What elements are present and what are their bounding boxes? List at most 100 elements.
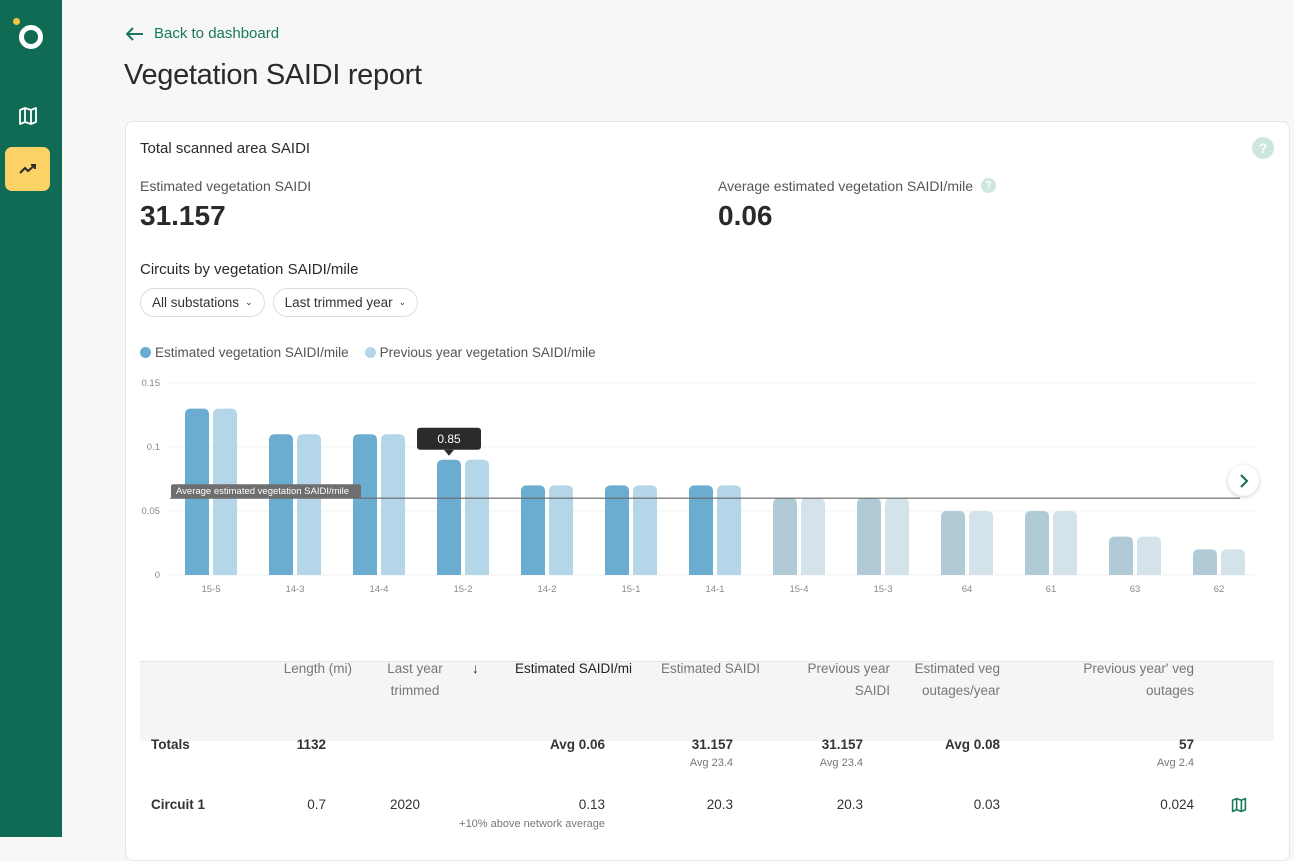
x-tick-label: 14-3 [285, 584, 304, 595]
average-line-label: Average estimated vegetation SAIDI/mile [176, 486, 349, 497]
bar[interactable] [1053, 511, 1077, 575]
x-tick-label: 14-1 [705, 584, 724, 595]
x-tick-label: 64 [962, 584, 973, 595]
cell-prev-outages: 0.024 [1160, 797, 1194, 812]
cell-prev-saidi: 20.3 [836, 797, 863, 812]
bar[interactable] [857, 498, 881, 575]
bar-chart: 0 0.05 0.1 0.15 15-5 14-3 14-4 15-2 14-2 15-1 14-1… [142, 378, 1258, 595]
metric-value: 0.06 [718, 200, 773, 231]
bar[interactable] [1025, 511, 1049, 575]
arrow-down-icon[interactable]: ↓ [472, 661, 479, 676]
x-tick-label: 15-3 [873, 584, 892, 595]
totals-est-outages: Avg 0.08 [944, 737, 1000, 752]
totals-sub: Avg 23.4 [689, 757, 733, 769]
cell-est-saidi: 20.3 [706, 797, 733, 812]
chevron-down-icon: ⌄ [398, 297, 407, 307]
bar[interactable] [297, 434, 321, 575]
x-tick-label: 15-5 [201, 584, 220, 595]
bar[interactable] [1109, 536, 1133, 575]
bar[interactable] [633, 485, 657, 575]
y-tick-label: 0.15 [142, 378, 161, 389]
cell-length: 0.7 [307, 797, 326, 812]
totals-sub: Avg 2.4 [1156, 757, 1194, 769]
back-to-dashboard-link[interactable]: Back to dashboard [126, 25, 279, 42]
bar[interactable] [269, 434, 293, 575]
column-header[interactable]: Length (mi) [283, 661, 352, 676]
bar[interactable] [689, 485, 713, 575]
metric-value: 31.157 [140, 200, 226, 231]
bar[interactable] [381, 434, 405, 575]
bar[interactable] [941, 511, 965, 575]
x-tick-label: 14-4 [369, 584, 388, 595]
substation-dropdown[interactable]: All substations ⌄ [140, 288, 265, 317]
totals-prev-saidi: 31.157 [821, 737, 863, 752]
circuit-name[interactable]: Circuit 1 [151, 797, 206, 812]
help-icon[interactable]: ? [1252, 137, 1274, 159]
bar[interactable] [801, 498, 825, 575]
dropdown-label: All substations [152, 295, 240, 310]
page-title: Vegetation SAIDI report [124, 59, 422, 91]
bar[interactable] [353, 434, 377, 575]
column-header[interactable]: Estimated SAIDI/mi [514, 661, 632, 676]
column-header[interactable]: Estimated SAIDI [660, 661, 760, 676]
totals-est-saidi-mi: Avg 0.06 [549, 737, 605, 752]
bar[interactable] [885, 498, 909, 575]
x-tick-label: 63 [1130, 584, 1141, 595]
legend-item[interactable]: Previous year vegetation SAIDI/mile [364, 345, 596, 360]
dropdown-label: Last trimmed year [284, 295, 393, 310]
totals-length: 1132 [296, 737, 326, 752]
chevron-right-icon [1239, 473, 1248, 488]
logo[interactable] [19, 25, 43, 49]
map-icon[interactable] [1231, 797, 1247, 818]
bar[interactable] [1137, 536, 1161, 575]
y-tick-label: 0.1 [147, 442, 160, 453]
cell-note: +10% above network average [459, 818, 605, 830]
cell-est-outages: 0.03 [973, 797, 1000, 812]
bar[interactable] [437, 459, 461, 575]
column-header[interactable]: Previous year' veg outages [1083, 661, 1194, 698]
arrow-left-icon [126, 26, 143, 41]
y-tick-label: 0 [155, 570, 160, 581]
chart-legend: Estimated vegetation SAIDI/mile Previous… [140, 345, 596, 360]
map-icon[interactable] [18, 106, 38, 126]
tooltip-pointer [444, 449, 454, 456]
x-tick-label: 15-1 [621, 584, 640, 595]
table-row[interactable] [140, 661, 1274, 741]
sidebar [0, 0, 62, 837]
bar[interactable] [549, 485, 573, 575]
card-title: Total scanned area SAIDI [140, 140, 311, 157]
tooltip-bg [417, 427, 481, 450]
totals-sub: Avg 23.4 [819, 757, 863, 769]
circuits-table: Length (mi) Last year trimmed ↓ Estimate… [125, 0, 1290, 837]
bar[interactable] [1193, 549, 1217, 575]
cell-est-saidi-mi: 0.13 [578, 797, 605, 812]
legend-item[interactable]: Estimated vegetation SAIDI/mile [140, 345, 349, 360]
bar[interactable] [969, 511, 993, 575]
tooltip-text: 0.85 [437, 432, 461, 446]
bar[interactable] [465, 459, 489, 575]
bar[interactable] [605, 485, 629, 575]
trending-up-icon[interactable] [5, 147, 50, 191]
help-icon[interactable]: ? [981, 178, 996, 193]
y-tick-label: 0.05 [142, 506, 161, 517]
x-tick-label: 15-4 [789, 584, 808, 595]
chevron-down-icon: ⌄ [245, 297, 253, 307]
column-header[interactable]: Previous year SAIDI [807, 661, 890, 698]
bar[interactable] [773, 498, 797, 575]
x-tick-label: 61 [1046, 584, 1057, 595]
bar[interactable] [1221, 549, 1245, 575]
column-header[interactable]: Last year trimmed [387, 661, 443, 698]
logo-dot [13, 18, 20, 25]
average-line-label-bg [171, 484, 361, 499]
trimmed-year-dropdown[interactable]: Last trimmed year ⌄ [272, 288, 419, 317]
chart-next-button[interactable] [1228, 465, 1259, 496]
cell-last-trimmed: 2020 [390, 797, 421, 812]
x-tick-label: 14-2 [537, 584, 556, 595]
bar[interactable] [521, 485, 545, 575]
totals-est-saidi: 31.157 [691, 737, 733, 752]
column-header[interactable]: Estimated veg outages/year [914, 661, 1000, 698]
bar[interactable] [717, 485, 741, 575]
totals-label: Totals [151, 737, 190, 752]
metric-label: Estimated vegetation SAIDI [140, 178, 312, 194]
x-tick-label: 15-2 [453, 584, 472, 595]
